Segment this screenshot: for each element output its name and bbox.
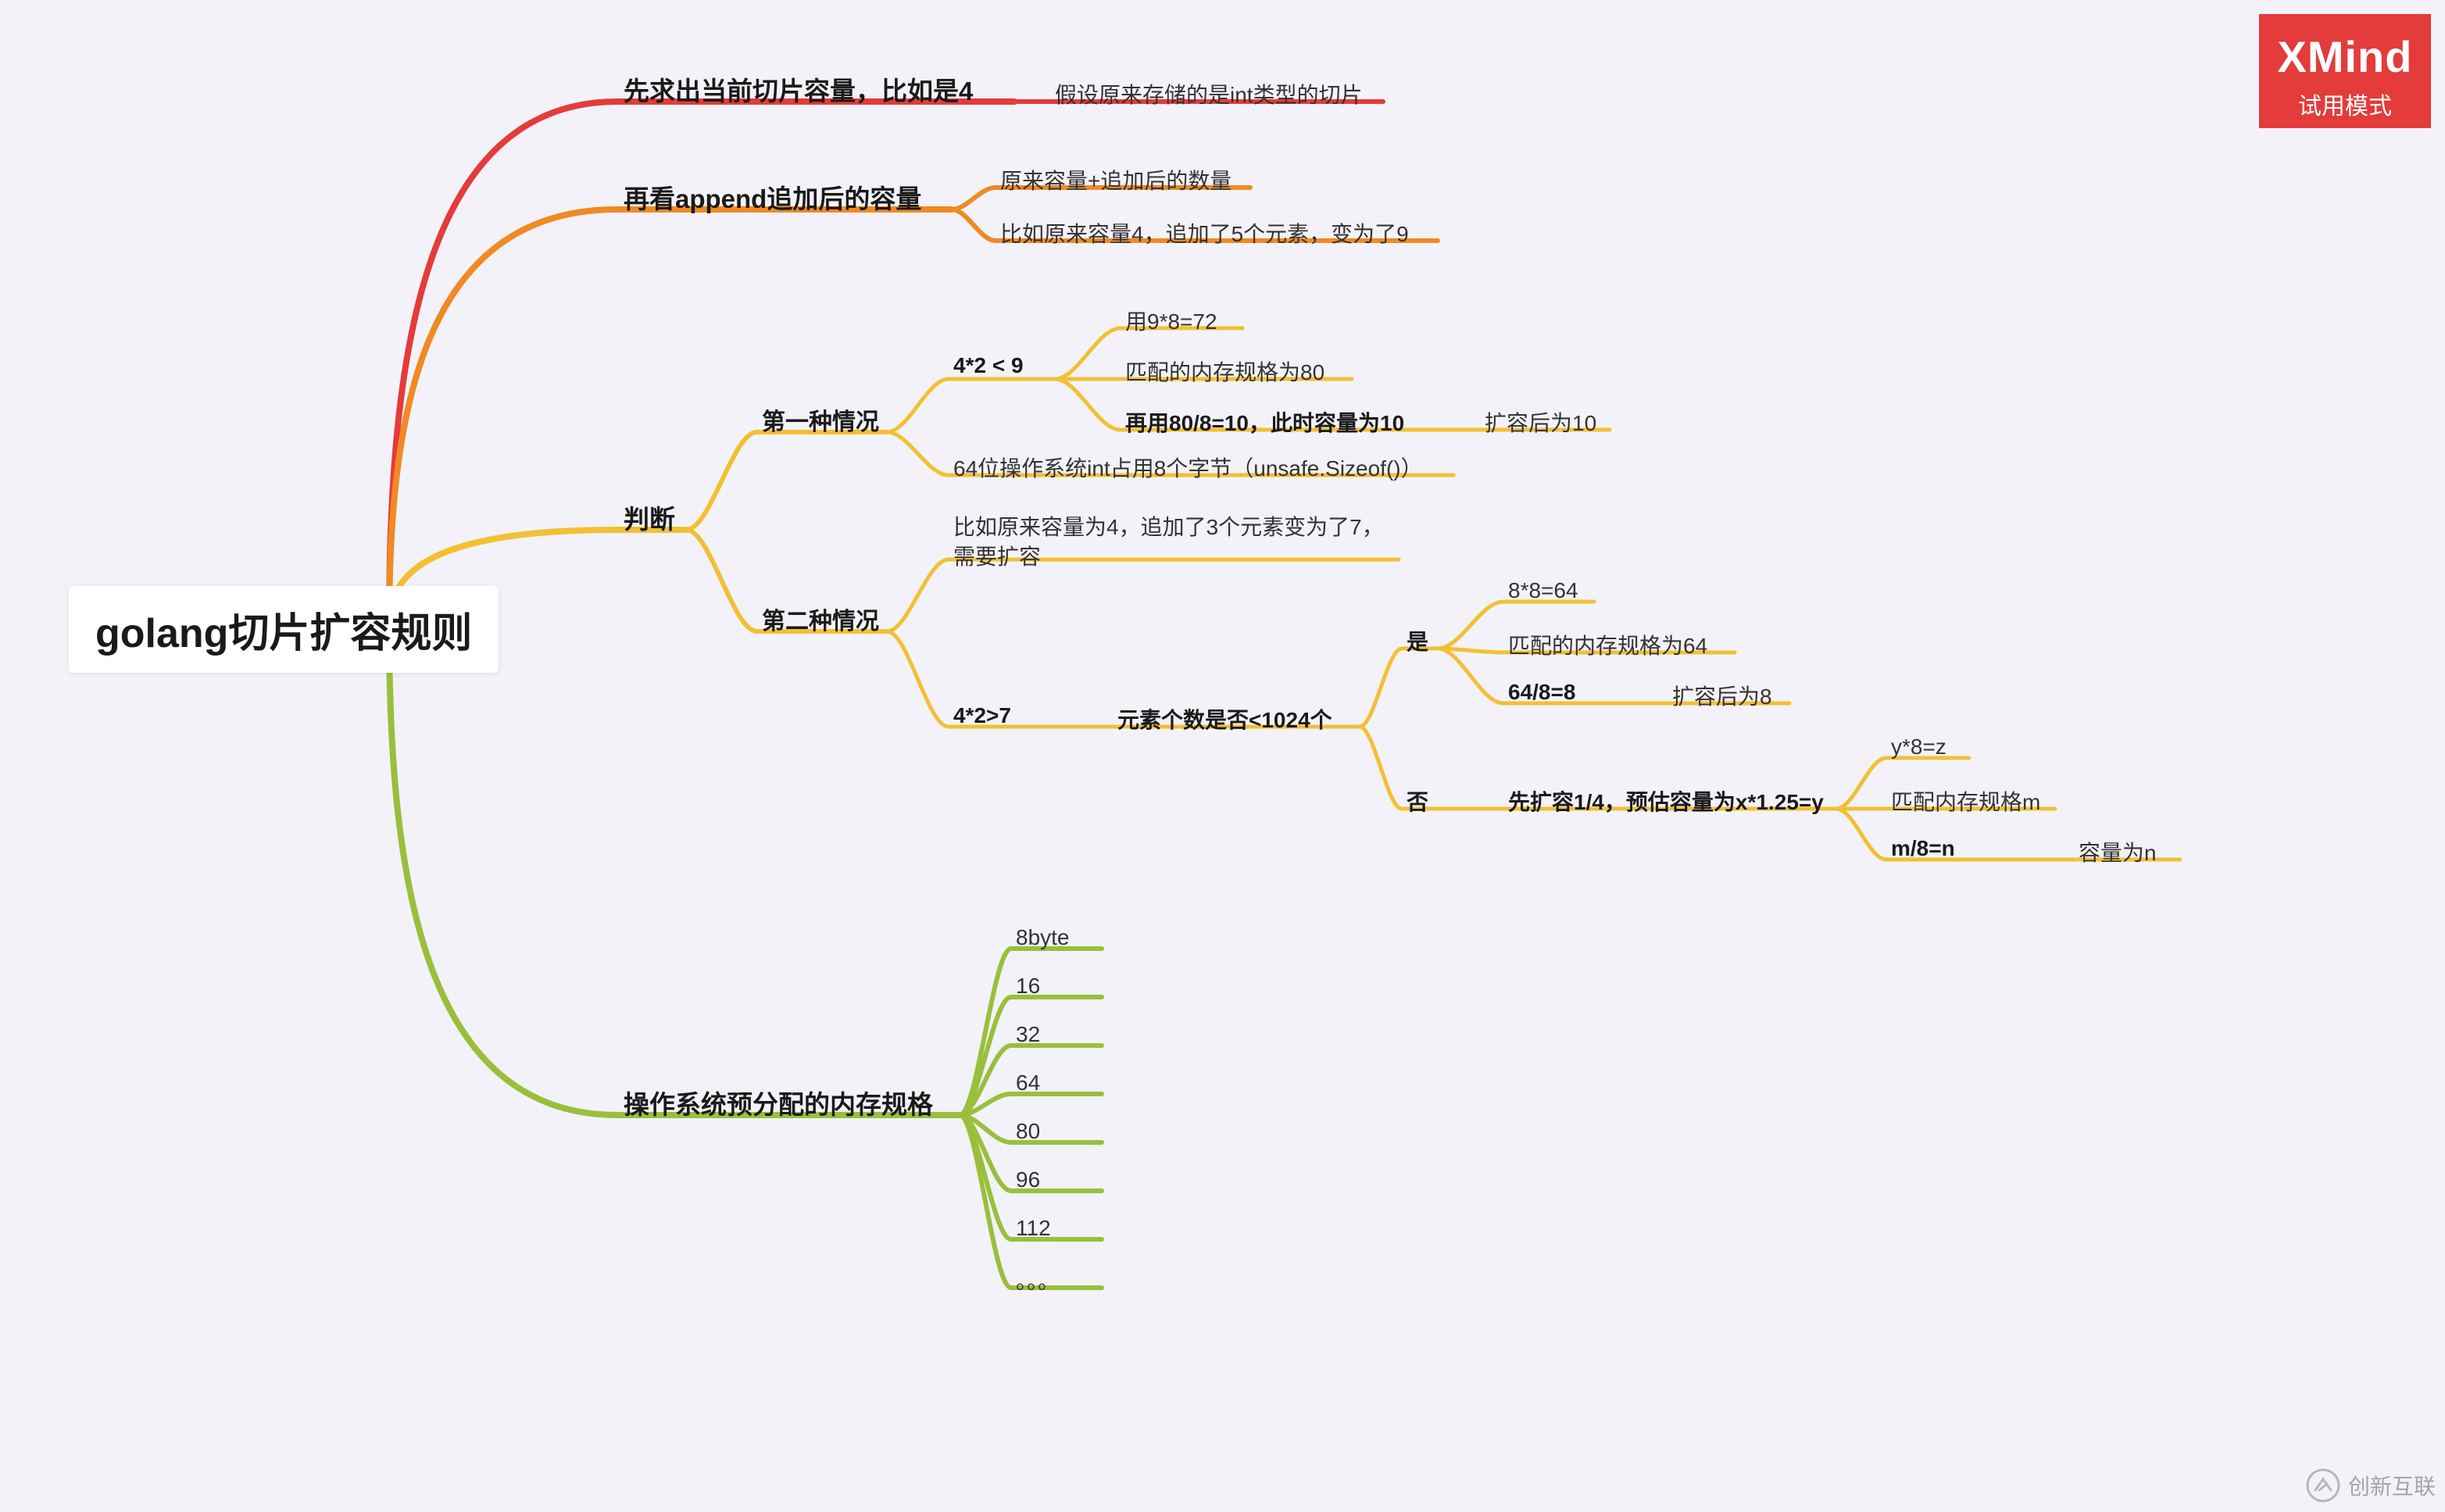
watermark: 创新互联 [2306,1468,2436,1503]
leaf-node: y*8=z [1891,735,1946,760]
leaf-node: 16 [1016,974,1040,999]
node-yes: 是 [1407,625,1428,656]
leaf-node: 假设原来存储的是int类型的切片 [1055,78,1363,109]
leaf-node: 64 [1016,1071,1040,1096]
leaf-node: 匹配的内存规格为80 [1125,356,1324,387]
leaf-node: 8byte [1016,925,1070,950]
branch-b4: 操作系统预分配的内存规格 [624,1084,933,1121]
leaf-node: 扩容后为10 [1485,406,1596,438]
leaf-node: 64位操作系统int占用8个字节（unsafe.Sizeof()） [953,452,1423,483]
leaf-node: 96 [1016,1167,1040,1192]
branch-b1: 先求出当前切片容量，比如是4 [624,70,973,108]
node-b3c2b1: 元素个数是否<1024个 [1117,703,1332,735]
leaf-node: 匹配的内存规格为64 [1508,629,1707,660]
leaf-node: 80 [1016,1119,1040,1144]
node-b3c1a: 4*2 < 9 [953,353,1024,378]
leaf-node: 8*8=64 [1508,578,1578,603]
node-b3c2: 第二种情况 [762,602,879,636]
leaf-node: 用9*8=72 [1125,305,1217,336]
branch-b2: 再看append追加后的容量 [624,178,921,216]
leaf-node: 112 [1016,1216,1051,1241]
badge-brand: XMind [2259,31,2431,82]
leaf-node: 扩容后为8 [1672,680,1772,711]
node-b3c1: 第一种情况 [762,402,879,437]
leaf-node: 原来容量+追加后的数量 [1000,164,1231,195]
leaf-node: 容量为n [2079,836,2157,867]
leaf-node: 比如原来容量为4，追加了3个元素变为了7，需要扩容 [953,513,1399,572]
leaf-node: 64/8=8 [1508,680,1575,705]
leaf-node: 匹配内存规格m [1891,785,2040,817]
xmind-badge: XMind 试用模式 [2259,14,2431,128]
root-node: golang切片扩容规则 [69,586,499,673]
leaf-node: 。。。 [1016,1264,1060,1296]
leaf-node: 先扩容1/4，预估容量为x*1.25=y [1508,785,1824,817]
watermark-text: 创新互联 [2348,1470,2436,1501]
leaf-node: 比如原来容量4，追加了5个元素，变为了9 [1000,217,1409,248]
leaf-node: m/8=n [1891,836,1955,861]
badge-subtitle: 试用模式 [2259,87,2431,121]
node-b3c2b: 4*2>7 [953,703,1011,728]
leaf-node: 再用80/8=10，此时容量为10 [1125,406,1404,438]
node-no: 否 [1407,785,1428,817]
watermark-icon [2306,1468,2340,1503]
leaf-node: 32 [1016,1022,1040,1047]
branch-b3: 判断 [624,499,675,536]
